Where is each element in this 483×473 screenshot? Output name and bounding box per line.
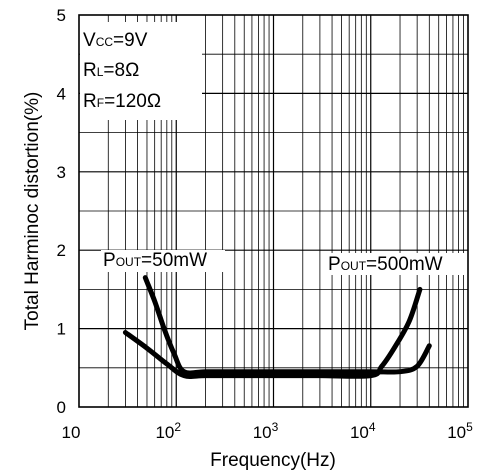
conditions-box-bg bbox=[80, 22, 202, 120]
y-tick-label: 2 bbox=[57, 241, 66, 260]
y-tick-label: 4 bbox=[57, 84, 66, 103]
x-tick-labels: 10 102 103 104 105 bbox=[62, 420, 474, 442]
y-tick-label: 3 bbox=[57, 163, 66, 182]
x-tick-label: 105 bbox=[447, 420, 473, 442]
series-group bbox=[122, 275, 432, 379]
x-tick-label: 103 bbox=[253, 420, 279, 442]
y-tick-label: 0 bbox=[57, 398, 66, 417]
series-label-500mw: POUT=500mW bbox=[328, 254, 443, 275]
x-tick-label: 10 bbox=[62, 423, 81, 442]
x-tick-label: 104 bbox=[350, 420, 376, 442]
y-tick-label: 1 bbox=[57, 320, 66, 339]
rl-label: RL=8Ω bbox=[83, 60, 139, 81]
y-tick-labels: 0 1 2 3 4 5 bbox=[57, 6, 66, 417]
series-line-50mw bbox=[142, 275, 432, 376]
x-tick-label: 102 bbox=[155, 420, 181, 442]
y-axis-title: Total Harminoc distortion(%) bbox=[22, 92, 43, 331]
rf-label: RF=120Ω bbox=[83, 91, 161, 112]
series-label-50mw: POUT=50mW bbox=[103, 250, 207, 271]
x-axis-title: Frequency(Hz) bbox=[210, 450, 336, 471]
series-label-50mw-bg bbox=[101, 250, 225, 272]
series-line-500mw bbox=[122, 286, 423, 379]
y-tick-label: 5 bbox=[57, 6, 66, 25]
series-label-500mw-bg bbox=[326, 253, 466, 275]
vcc-label: VCC=9V bbox=[83, 30, 148, 51]
plot-frame bbox=[78, 14, 469, 408]
